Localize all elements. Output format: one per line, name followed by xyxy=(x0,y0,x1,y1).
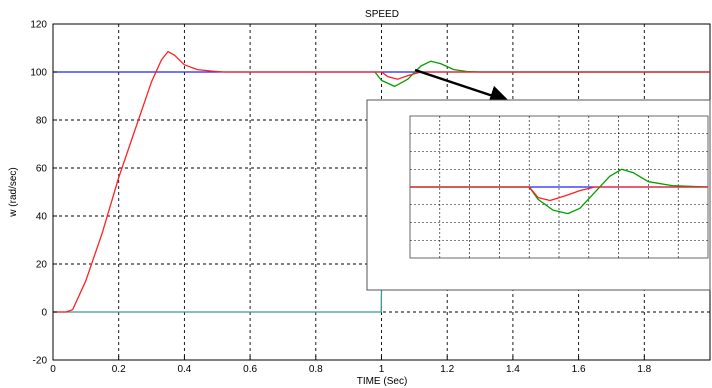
y-tick-label: 100 xyxy=(30,68,47,79)
inset-series-line-1 xyxy=(410,168,709,215)
y-axis-label: w (rad/sec) xyxy=(8,167,19,217)
x-tick-label: 0 xyxy=(50,364,56,375)
zoom-arrow xyxy=(414,68,510,105)
y-tick-label: 60 xyxy=(36,164,48,175)
x-tick-label: 0.6 xyxy=(243,364,257,375)
y-tick-label: 120 xyxy=(30,20,47,31)
x-tick-label: 1.4 xyxy=(506,364,520,375)
x-tick-label: 1 xyxy=(379,364,385,375)
y-tick-label: -20 xyxy=(33,356,48,367)
y-tick-label: 80 xyxy=(36,116,48,127)
x-tick-label: 1.8 xyxy=(637,364,651,375)
y-tick-label: 40 xyxy=(36,212,48,223)
y-tick-label: 0 xyxy=(41,308,47,319)
x-tick-label: 0.4 xyxy=(177,364,191,375)
y-tick-label: 20 xyxy=(36,260,48,271)
x-tick-label: 1.2 xyxy=(440,364,454,375)
x-tick-label: 0.8 xyxy=(309,364,323,375)
inset-series-group xyxy=(410,168,709,215)
tick-labels: 0 0.2 0.4 0.6 0.8 1 1.2 1.4 1.6 1.8-2002040608010… xyxy=(30,20,651,376)
x-tick-label: 0.2 xyxy=(112,364,126,375)
inset-series-line-2 xyxy=(410,186,708,202)
chart-title: SPEED xyxy=(365,9,399,20)
inset-chart xyxy=(366,99,711,291)
x-axis-label: TIME (Sec) xyxy=(357,376,408,387)
series-line-3 xyxy=(53,50,710,313)
x-tick-label: 1.6 xyxy=(572,364,586,375)
